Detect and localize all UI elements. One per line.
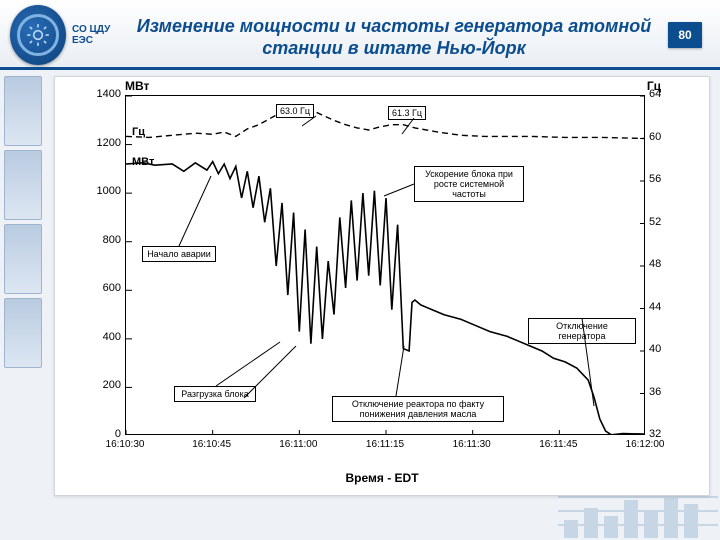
background-watermark xyxy=(558,490,718,538)
annotation-gen-trip: Отключение генератора xyxy=(528,318,636,344)
annotation-start-fault: Начало аварии xyxy=(142,246,216,262)
annotation-peak2: 61.3 Гц xyxy=(388,106,426,120)
page-title: Изменение мощности и частоты генератора … xyxy=(130,11,668,59)
page-number-badge: 80 xyxy=(668,22,702,48)
sun-icon xyxy=(25,22,51,48)
logo: СО ЦДУ ЕЭС xyxy=(0,0,130,70)
chart-plot: Гц МВт 63.0 Гц 61.3 Гц Начало аварии Раз… xyxy=(125,95,645,435)
sidebar-thumbnails xyxy=(0,70,46,540)
annotation-peak1: 63.0 Гц xyxy=(276,104,314,118)
logo-text: СО ЦДУ ЕЭС xyxy=(72,24,130,46)
annotation-unload: Разгрузка блока xyxy=(174,386,256,402)
annotation-accel: Ускорение блока при росте системной част… xyxy=(414,166,524,202)
annotation-reactor-trip: Отключение реактора по факту понижения д… xyxy=(332,396,504,422)
y-left-title: МВт xyxy=(125,79,149,93)
y-left-ticks: 0200400600800100012001400 xyxy=(55,95,121,435)
thumb xyxy=(4,150,42,220)
x-axis-title: Время - EDT xyxy=(55,471,709,485)
thumb xyxy=(4,224,42,294)
chart-card: МВт Гц 0200400600800100012001400 3236404… xyxy=(54,76,710,496)
logo-badge xyxy=(10,5,66,65)
y-right-ticks: 323640444852566064 xyxy=(649,95,699,435)
thumb xyxy=(4,298,42,368)
thumb xyxy=(4,76,42,146)
x-ticks: 16:10:3016:10:4516:11:0016:11:1516:11:30… xyxy=(125,437,645,457)
chart-series xyxy=(126,96,644,434)
slide-body: МВт Гц 0200400600800100012001400 3236404… xyxy=(0,70,720,540)
slide-header: СО ЦДУ ЕЭС Изменение мощности и частоты … xyxy=(0,0,720,70)
